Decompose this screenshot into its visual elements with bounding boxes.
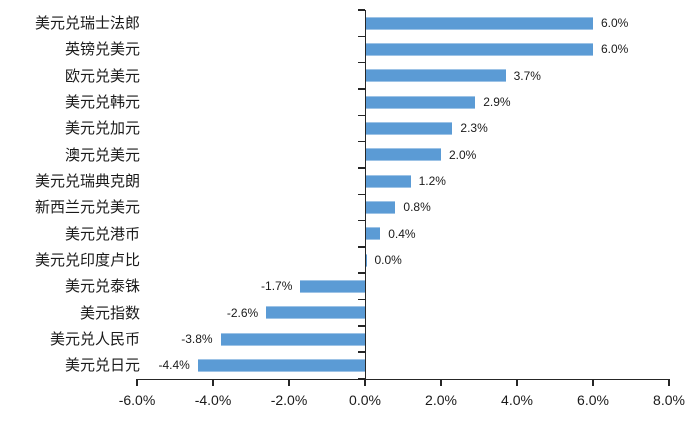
y-axis-tick (358, 325, 365, 327)
bar (365, 174, 411, 188)
x-axis-tick (668, 378, 670, 386)
y-axis-tick (358, 246, 365, 248)
y-axis-tick (358, 167, 365, 169)
category-label: 美元指数 (79, 303, 140, 322)
value-label: 3.7% (513, 68, 541, 83)
x-tick-label: -2.0% (270, 391, 308, 408)
value-label: 0.0% (374, 253, 402, 268)
y-axis-tick (358, 61, 365, 64)
category-label: 欧元兑美元 (64, 66, 140, 85)
value-label: 1.2% (418, 174, 446, 189)
value-label: 2.9% (483, 95, 511, 110)
x-tick-label: 6.0% (577, 391, 609, 408)
value-label: 0.4% (388, 226, 416, 241)
x-axis-tick (516, 378, 518, 386)
category-label: 美元兑瑞典克朗 (34, 172, 140, 191)
x-axis-tick (288, 378, 290, 386)
x-tick-label: 0.0% (349, 391, 381, 408)
bar (365, 227, 381, 241)
y-axis-tick (358, 193, 365, 195)
y-axis-tick (358, 140, 365, 143)
category-label: 美元兑加元 (64, 119, 140, 138)
y-axis-tick (358, 88, 365, 90)
x-tick-label: -4.0% (194, 391, 232, 408)
y-axis-tick (358, 272, 365, 274)
category-label: 美元兑日元 (64, 356, 140, 375)
category-label: 美元兑瑞士法郎 (34, 14, 140, 33)
y-axis-tick (358, 114, 365, 117)
bar (300, 279, 365, 293)
x-tick-label: -6.0% (118, 391, 156, 408)
category-label: 澳元兑美元 (64, 145, 140, 164)
x-tick-label: 2.0% (425, 391, 457, 408)
category-label: 美元兑泰铢 (64, 277, 140, 296)
value-label: -1.7% (261, 279, 293, 294)
bar (220, 332, 365, 346)
value-label: -2.6% (226, 305, 259, 320)
value-label: 0.8% (403, 200, 431, 215)
value-label: 6.0% (601, 16, 629, 31)
y-axis-line (364, 10, 366, 379)
value-label: -3.8% (181, 332, 213, 347)
category-label: 新西兰元兑美元 (34, 198, 140, 217)
x-axis-tick (136, 378, 138, 386)
bar (365, 95, 476, 109)
x-tick-label: 8.0% (653, 391, 685, 408)
x-axis-tick (592, 378, 594, 386)
bar (365, 200, 396, 214)
x-axis-line (137, 378, 669, 380)
category-label: 美元兑人民币 (49, 330, 140, 349)
x-axis-tick (212, 378, 214, 386)
category-label: 英镑兑美元 (64, 40, 140, 59)
bar (266, 306, 365, 320)
bar (197, 358, 365, 372)
value-label: -4.4% (158, 358, 190, 373)
value-label: 2.3% (460, 121, 488, 136)
bar (365, 148, 441, 162)
y-axis-tick (358, 35, 365, 38)
x-tick-label: 4.0% (501, 391, 533, 408)
category-label: 美元兑港币 (64, 224, 140, 243)
bar (365, 16, 593, 30)
category-label: 美元兑印度卢比 (34, 251, 140, 270)
x-axis-tick (364, 378, 366, 386)
y-axis-tick (358, 298, 365, 301)
value-label: 2.0% (449, 147, 477, 162)
value-label: 6.0% (601, 42, 629, 57)
bar (365, 42, 593, 56)
y-axis-tick (358, 9, 365, 11)
bar (365, 69, 506, 83)
x-axis-tick (440, 378, 442, 386)
category-label: 美元兑韩元 (64, 93, 140, 112)
bar (365, 121, 453, 135)
y-axis-tick (358, 351, 365, 353)
y-axis-tick (358, 219, 365, 222)
